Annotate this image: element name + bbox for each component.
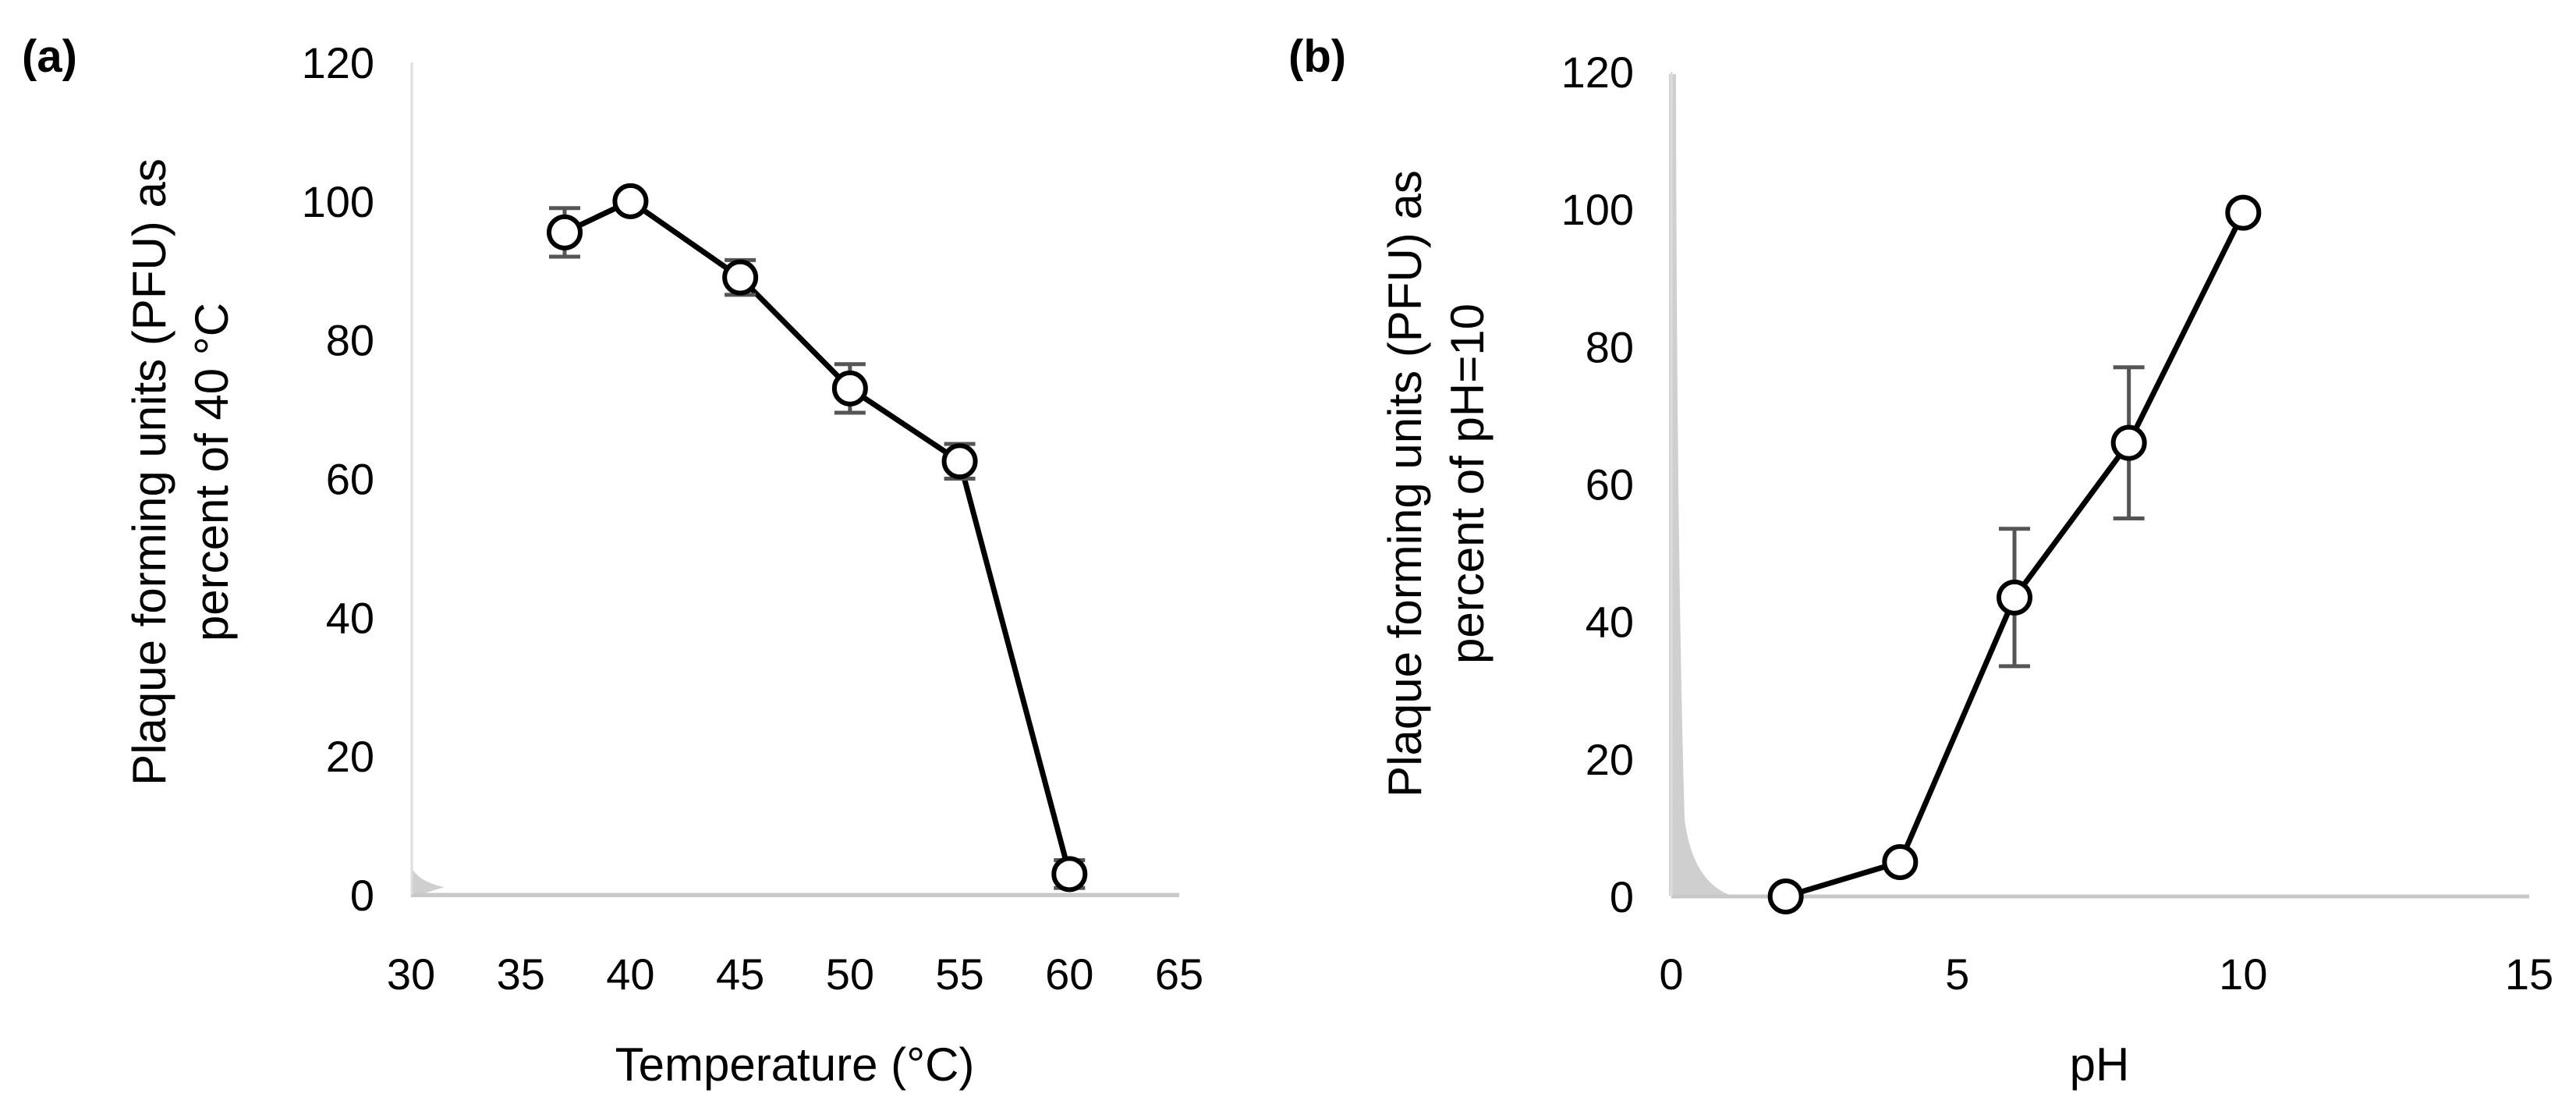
panel-a-y-tick-label: 40 xyxy=(326,593,374,642)
panel-b-y-axis-title-line1: Plaque forming units (PFU) as xyxy=(1379,170,1431,797)
panel-a-label: (a) xyxy=(22,31,77,82)
panel-a-y-tick-label: 120 xyxy=(302,38,374,87)
panel-a-data-point xyxy=(612,183,649,219)
panel-a-axis-artifact xyxy=(411,62,1179,897)
panel-a-x-tick-label: 45 xyxy=(716,949,764,999)
panel-b-y-tick-label: 40 xyxy=(1586,598,1634,647)
panel-b-data-point xyxy=(1882,843,1919,880)
panel-b-data-point xyxy=(1997,579,2032,616)
panel-b-data-point xyxy=(2225,194,2262,231)
panel-a-y-tick-label: 0 xyxy=(350,871,374,920)
panel-b-y-axis-title-line2: percent of pH=10 xyxy=(1441,303,1494,664)
panel-a-data-point xyxy=(722,259,759,296)
panel-b-x-axis-title: pH xyxy=(2070,1038,2130,1091)
panel-a-y-tick-label: 80 xyxy=(326,316,374,365)
panel-b-y-tick-label: 100 xyxy=(1561,185,1634,234)
panel-a-x-axis-title: Temperature (°C) xyxy=(615,1038,975,1091)
panel-b-x-tick-label: 5 xyxy=(1945,949,1969,999)
panel-a-y-tick-label: 20 xyxy=(326,732,374,781)
panel-a-x-tick-label: 30 xyxy=(387,949,435,999)
panel-a-chart: (a) 0 20 40 60 80 100 120 30 35 40 45 50 55 60 65 Tem… xyxy=(22,31,1203,1091)
panel-b-x-tick-label: 10 xyxy=(2219,949,2267,999)
panel-a-y-tick-label: 100 xyxy=(302,177,374,226)
panel-b-y-tick-label: 80 xyxy=(1586,322,1634,371)
panel-a-x-tick-label: 60 xyxy=(1045,949,1093,999)
panel-b-axis-artifact xyxy=(1669,74,1731,896)
panel-a-x-tick-label: 40 xyxy=(606,949,654,999)
panel-a-x-tick-label: 35 xyxy=(497,949,545,999)
panel-a-x-tick-label: 55 xyxy=(935,949,983,999)
panel-a-x-tick-label: 65 xyxy=(1155,949,1203,999)
panel-b-label: (b) xyxy=(1288,31,1346,82)
panel-a-data-point xyxy=(941,443,978,480)
panel-a-x-tick-label: 50 xyxy=(826,949,874,999)
panel-a-y-tick-label: 60 xyxy=(326,455,374,504)
panel-b-x-tick-label: 0 xyxy=(1659,949,1683,999)
panel-b-x-tick-label: 15 xyxy=(2505,949,2553,999)
panel-a-data-point xyxy=(1051,856,1088,893)
panel-b-data-point xyxy=(2110,424,2147,461)
panel-a-y-axis-title-line2: percent of 40 °C xyxy=(186,303,238,641)
panel-b-y-tick-label: 20 xyxy=(1586,735,1634,784)
panel-b-y-tick-label: 0 xyxy=(1610,872,1634,921)
panel-b-chart: (b) 0 20 40 60 80 100 120 0 5 10 15 pH Plaque for… xyxy=(1288,31,2553,1091)
panel-a-series-line xyxy=(563,198,1072,875)
panel-b-y-tick-label: 120 xyxy=(1561,48,1634,97)
panel-b-y-tick-label: 60 xyxy=(1586,460,1634,509)
panel-a-y-axis-title-line1: Plaque forming units (PFU) as xyxy=(123,158,175,786)
panel-b-data-point xyxy=(1767,879,1804,914)
panel-a-data-point xyxy=(831,370,868,406)
panel-a-data-point xyxy=(547,214,583,250)
